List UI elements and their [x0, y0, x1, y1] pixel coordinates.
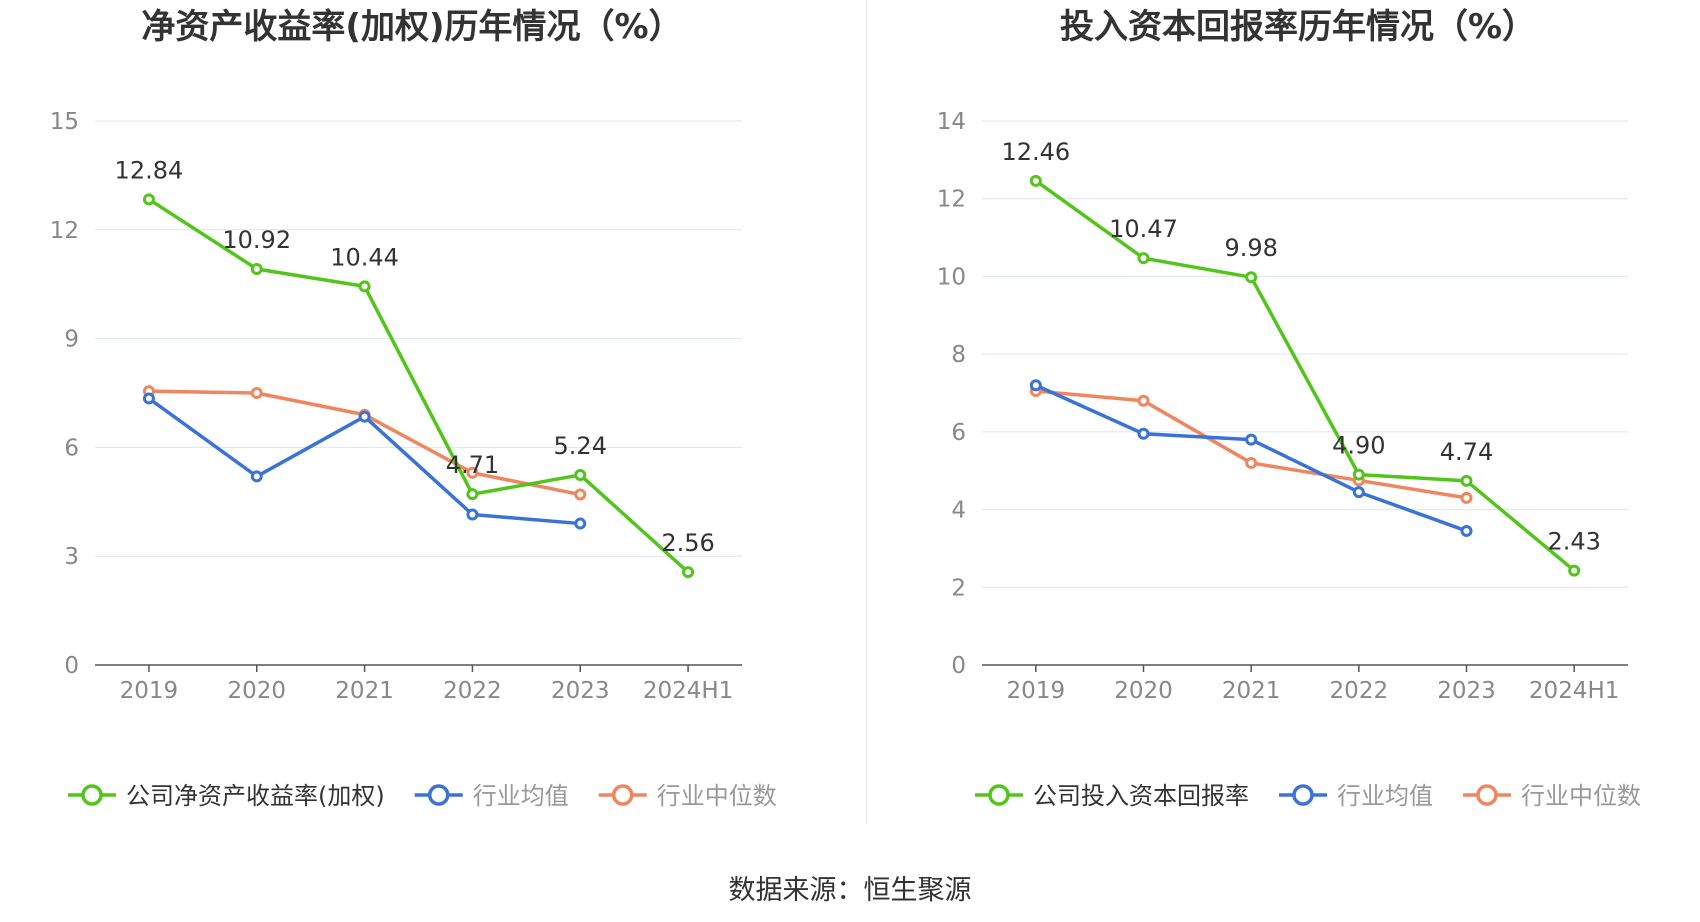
data-label: 2.43	[1547, 528, 1600, 556]
series-line-1	[147, 197, 690, 574]
data-label: 4.90	[1332, 432, 1385, 460]
legend-item-1: 公司净资产收益率(加权)	[68, 782, 385, 810]
y-tick-label: 2	[951, 575, 966, 601]
y-tick-label: 15	[50, 109, 79, 135]
legend-marker	[1292, 784, 1314, 806]
y-tick-label: 9	[64, 327, 79, 353]
panel-divider	[866, 0, 867, 825]
data-point	[250, 470, 263, 483]
chart-panel-2: 投入资本回报率历年情况（%） 0 2 4 6 8 10 12 14 2019 2020 2021 202…	[937, 7, 1641, 810]
data-point	[466, 508, 479, 521]
data-point	[466, 466, 479, 479]
y-tick-label: 10	[937, 264, 966, 290]
legend-item-3: 行业中位数	[598, 782, 777, 810]
x-tick-label: 2020	[1114, 678, 1173, 704]
legend-marker	[1476, 784, 1498, 806]
data-point	[142, 193, 155, 206]
data-point	[250, 387, 263, 399]
legend-label: 公司净资产收益率(加权)	[126, 782, 385, 810]
legend-marker	[81, 784, 103, 806]
data-label: 12.46	[1001, 138, 1070, 166]
data-point	[574, 488, 587, 501]
data-point	[1352, 486, 1365, 499]
x-tick-label: 2024H1	[1529, 678, 1619, 704]
legend-item-2: 行业均值	[414, 782, 569, 810]
data-point	[1460, 524, 1473, 537]
data-point	[1568, 564, 1581, 577]
data-point	[358, 410, 371, 423]
x-tick-label: 2020	[227, 678, 286, 704]
legend-label: 行业均值	[1337, 782, 1433, 810]
data-point	[574, 468, 587, 481]
y-tick-label: 6	[951, 420, 966, 446]
data-point	[1245, 433, 1258, 446]
y-tick-label: 14	[937, 109, 966, 135]
x-tick-label: 2022	[443, 678, 502, 704]
y-tick-label: 6	[64, 435, 79, 461]
y-tick-label: 0	[951, 653, 966, 679]
y-tick-label: 3	[64, 544, 79, 570]
x-tick-label: 2021	[1222, 678, 1281, 704]
y-tick-label: 8	[951, 342, 966, 368]
legend-item-2: 行业均值	[1279, 782, 1433, 810]
data-point	[358, 280, 371, 293]
legend-label: 行业中位数	[657, 782, 777, 810]
x-tick-label: 2024H1	[643, 678, 733, 704]
data-point	[1245, 271, 1258, 284]
y-tick-label: 12	[50, 218, 79, 244]
data-point	[250, 262, 263, 275]
data-point	[1352, 468, 1365, 481]
legend-marker	[988, 784, 1010, 806]
legend-item-1: 公司投入资本回报率	[975, 782, 1249, 810]
legend-item-3: 行业中位数	[1463, 782, 1641, 810]
data-label: 10.92	[222, 226, 291, 254]
y-tick-label: 4	[951, 498, 966, 524]
data-point	[574, 517, 587, 530]
data-point	[466, 488, 479, 501]
x-tick-label: 2019	[1007, 678, 1066, 704]
data-point	[1137, 252, 1150, 265]
data-point	[142, 392, 155, 405]
data-label: 5.24	[554, 432, 607, 460]
data-point	[1029, 379, 1042, 392]
y-tick-label: 12	[937, 187, 966, 213]
data-point	[1137, 427, 1150, 440]
data-label: 9.98	[1224, 234, 1277, 262]
data-label: 4.71	[446, 451, 499, 479]
data-point	[682, 566, 695, 579]
chart-title: 净资产收益率(加权)历年情况（%）	[141, 7, 682, 47]
data-point	[1137, 394, 1150, 407]
series-line-3	[148, 389, 581, 497]
data-label: 10.44	[330, 243, 399, 271]
x-tick-label: 2023	[551, 678, 610, 704]
data-point	[1460, 491, 1473, 504]
data-source-note: 数据来源：恒生聚源	[728, 875, 972, 906]
chart-title: 投入资本回报率历年情况（%）	[1060, 7, 1536, 47]
legend-label: 行业均值	[473, 782, 569, 810]
x-tick-label: 2022	[1330, 678, 1389, 704]
data-point	[1245, 456, 1258, 469]
data-point	[1029, 174, 1042, 187]
legend-marker	[611, 784, 634, 806]
x-tick-label: 2021	[335, 678, 394, 704]
data-label: 2.56	[661, 529, 714, 557]
x-tick-label: 2019	[120, 678, 179, 704]
legend-label: 行业中位数	[1521, 782, 1641, 810]
x-tick-label: 2023	[1437, 678, 1496, 704]
data-label: 12.84	[115, 156, 184, 184]
legend-label: 公司投入资本回报率	[1033, 782, 1249, 810]
data-label: 4.74	[1440, 438, 1493, 466]
chart-panel-1: 净资产收益率(加权)历年情况（%） 0 3 6 9 12 15 2019 2020 2021 202…	[50, 7, 777, 810]
data-label: 10.47	[1109, 215, 1178, 243]
series-line-1	[1034, 179, 1576, 572]
legend-marker	[427, 784, 450, 806]
data-point	[1460, 474, 1473, 487]
y-tick-label: 0	[64, 653, 79, 679]
